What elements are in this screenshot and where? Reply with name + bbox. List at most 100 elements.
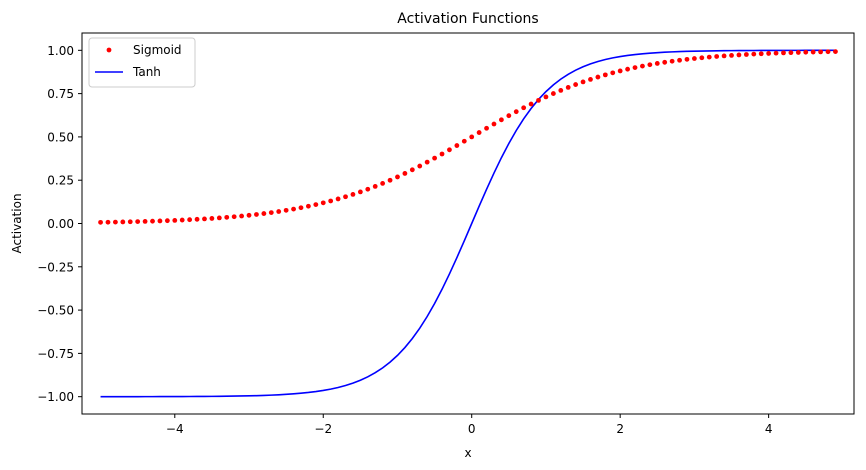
data-point-sigmoid <box>172 217 178 223</box>
data-point-sigmoid <box>395 174 400 180</box>
data-point-sigmoid <box>499 117 504 123</box>
data-point-sigmoid <box>239 213 245 219</box>
data-point-sigmoid <box>536 97 541 103</box>
data-point-sigmoid <box>825 49 831 55</box>
data-point-sigmoid <box>350 192 356 197</box>
data-point-sigmoid <box>417 163 423 169</box>
legend-box <box>88 37 196 88</box>
data-point-sigmoid <box>276 209 282 214</box>
data-point-sigmoid <box>194 216 200 222</box>
data-point-sigmoid <box>291 206 296 212</box>
data-point-sigmoid <box>669 58 675 64</box>
data-point-sigmoid <box>550 91 556 96</box>
chart-title: Activation Functions <box>397 11 538 27</box>
data-point-sigmoid <box>113 219 118 225</box>
data-point-sigmoid <box>432 155 437 161</box>
data-point-sigmoid <box>684 56 690 62</box>
data-point-sigmoid <box>298 205 304 211</box>
y-axis-ticks: −1.00 −0.75 −0.50 −0.25 0.00 0.25 0.50 0.75 1.00 <box>37 44 82 404</box>
data-point-sigmoid <box>313 202 319 208</box>
data-point-sigmoid <box>729 52 734 58</box>
data-point-sigmoid <box>328 198 334 204</box>
data-point-sigmoid <box>268 210 274 215</box>
y-axis-label: Activation <box>10 193 24 253</box>
data-point-sigmoid <box>662 59 668 65</box>
data-point-sigmoid <box>105 219 111 225</box>
data-point-sigmoid <box>491 121 497 127</box>
data-point-sigmoid <box>409 167 415 173</box>
data-point-sigmoid <box>565 85 571 90</box>
data-point-sigmoid <box>231 214 237 220</box>
x-tick-label: −2 <box>314 422 332 436</box>
x-axis-ticks: −4 −2 0 2 4 <box>166 414 773 436</box>
data-point-sigmoid <box>699 55 705 61</box>
data-point-sigmoid <box>654 61 660 66</box>
x-tick-label: 4 <box>765 422 773 436</box>
data-point-sigmoid <box>98 219 103 225</box>
data-point-sigmoid <box>164 218 170 224</box>
data-point-sigmoid <box>766 51 772 56</box>
y-tick-label: 0.25 <box>47 174 74 188</box>
data-point-sigmoid <box>558 88 564 93</box>
data-point-sigmoid <box>202 216 207 222</box>
x-tick-label: −4 <box>166 422 184 436</box>
data-point-sigmoid <box>261 211 267 216</box>
data-point-sigmoid <box>469 134 475 140</box>
data-point-sigmoid <box>402 171 408 176</box>
x-tick-label: 2 <box>616 422 624 436</box>
data-point-sigmoid <box>602 72 608 78</box>
data-point-sigmoid <box>588 77 593 82</box>
x-tick-label: 0 <box>468 422 476 436</box>
data-point-sigmoid <box>365 186 371 192</box>
data-point-sigmoid <box>343 194 348 200</box>
data-point-sigmoid <box>424 159 430 165</box>
data-point-sigmoid <box>254 212 259 217</box>
data-point-sigmoid <box>580 79 586 85</box>
y-tick-label: −0.75 <box>37 347 74 361</box>
data-point-sigmoid <box>447 147 452 153</box>
y-tick-label: −0.25 <box>37 260 74 274</box>
data-point-sigmoid <box>224 214 230 220</box>
data-point-sigmoid <box>781 50 786 56</box>
data-point-sigmoid <box>632 65 638 70</box>
data-point-sigmoid <box>454 143 460 148</box>
data-point-sigmoid <box>521 105 527 111</box>
legend-tanh-label: Tanh <box>132 65 161 79</box>
data-point-sigmoid <box>306 203 311 209</box>
data-point-sigmoid <box>677 57 682 63</box>
data-point-sigmoid <box>335 196 341 202</box>
y-tick-label: 0.75 <box>47 87 74 101</box>
data-point-sigmoid <box>595 74 601 80</box>
data-point-sigmoid <box>142 219 148 224</box>
data-point-sigmoid <box>625 66 630 72</box>
data-point-sigmoid <box>246 212 252 218</box>
data-point-sigmoid <box>357 189 363 195</box>
data-point-sigmoid <box>543 94 549 100</box>
data-point-sigmoid <box>721 53 727 59</box>
data-point-sigmoid <box>461 138 467 144</box>
y-tick-label: 0.50 <box>47 130 74 144</box>
data-point-sigmoid <box>714 54 720 59</box>
data-point-sigmoid <box>788 50 794 56</box>
data-point-sigmoid <box>758 51 764 57</box>
data-point-sigmoid <box>803 49 809 55</box>
data-point-sigmoid <box>380 181 386 186</box>
data-point-sigmoid <box>150 218 155 224</box>
y-tick-label: 1.00 <box>47 44 74 58</box>
y-tick-label: 0.00 <box>47 217 74 231</box>
series-line-tanh <box>100 49 836 398</box>
data-point-sigmoid <box>751 51 757 57</box>
y-tick-label: −1.00 <box>37 390 74 404</box>
series-sigmoid <box>98 49 838 225</box>
data-point-sigmoid <box>810 49 816 55</box>
data-point-sigmoid <box>476 130 482 135</box>
data-point-sigmoid <box>127 219 133 225</box>
data-point-sigmoid <box>387 177 393 183</box>
data-point-sigmoid <box>179 217 185 223</box>
data-point-sigmoid <box>513 109 519 115</box>
data-point-sigmoid <box>692 56 697 61</box>
data-point-sigmoid <box>773 50 779 56</box>
data-point-sigmoid <box>647 62 653 68</box>
data-point-sigmoid <box>157 218 163 224</box>
